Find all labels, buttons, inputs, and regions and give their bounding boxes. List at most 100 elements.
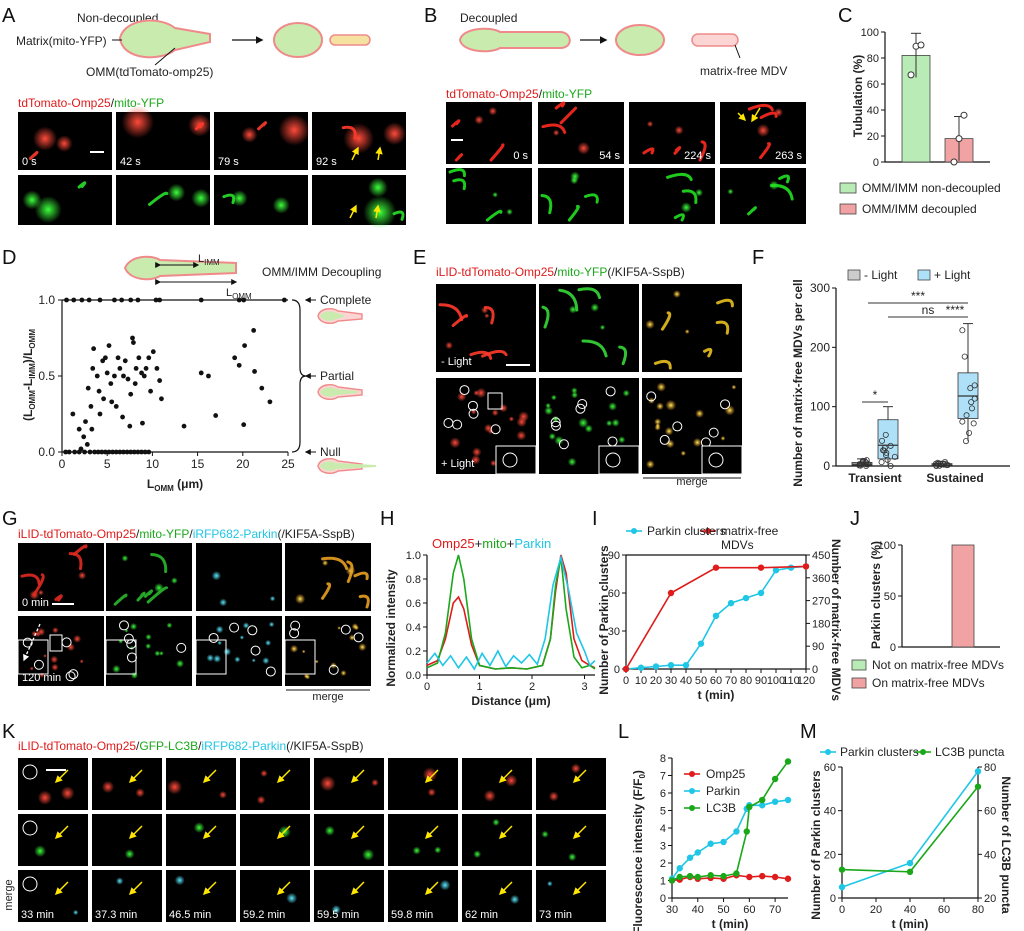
arrow-indicator-icon <box>54 769 69 784</box>
data-point <box>140 420 145 426</box>
x-tick-label: 25 <box>281 457 295 471</box>
legend-label: OMM/IMM non-decoupled <box>862 181 1001 195</box>
fluorescent-puncta <box>724 405 735 416</box>
data-point <box>82 449 87 455</box>
y-tick-label: 0 <box>660 893 666 905</box>
data-point <box>941 458 948 465</box>
mdv-circle-marker <box>672 421 683 432</box>
panel-g: G iLID-tdTomato-Omp25/mito-YFP/iRFP682-P… <box>2 508 371 703</box>
data-point <box>89 426 95 432</box>
mitochondrion-tubule <box>451 119 461 128</box>
fluorescent-puncta <box>439 879 451 891</box>
micrograph-tile <box>388 758 458 810</box>
inset-frame <box>495 445 537 475</box>
data-point <box>707 872 714 879</box>
mitochondrion-tubule <box>454 153 464 162</box>
legend-label: - Light <box>864 268 898 282</box>
micrograph-tile <box>446 168 532 224</box>
y-tick-label: 100 <box>810 400 830 414</box>
micrograph-tile <box>92 758 162 810</box>
data-point <box>76 426 82 432</box>
fluorescent-puncta <box>492 191 498 198</box>
arrow-indicator-icon <box>737 112 747 122</box>
significance-label: * <box>873 388 878 402</box>
data-point <box>101 396 106 402</box>
mitochondrion-tubule <box>469 350 493 360</box>
mito-schematic-before <box>118 19 211 59</box>
arrow-indicator-icon <box>349 204 357 219</box>
data-point <box>771 798 779 805</box>
fluorescent-puncta <box>73 634 82 643</box>
micrograph-background <box>720 168 806 224</box>
timestamp: 0 s <box>513 150 528 162</box>
data-point <box>76 449 82 455</box>
micrograph-tile <box>720 168 806 224</box>
light-on-label: + Light <box>441 458 474 470</box>
micrograph-background <box>240 814 310 866</box>
data-point <box>121 449 126 455</box>
data-point <box>121 373 126 379</box>
legend-label: Parkin clusters <box>647 524 726 538</box>
data-point <box>136 355 142 361</box>
fluorescent-puncta <box>79 659 84 664</box>
data-point <box>887 442 894 449</box>
micrograph-background <box>18 814 88 866</box>
micrograph-background <box>536 758 606 810</box>
y-tick-label: 0.5 <box>38 369 55 383</box>
mitochondrion-tubule <box>559 106 578 125</box>
panel-b-label: B <box>424 5 437 27</box>
arrow-indicator-icon <box>202 881 217 896</box>
fluorescent-puncta <box>554 435 564 446</box>
mdv-circle-marker <box>250 645 261 656</box>
arrow-indicator-icon <box>373 204 381 219</box>
data-point <box>86 297 92 303</box>
y-tick-label: 0.4 <box>406 622 421 634</box>
data-point <box>242 343 248 348</box>
fluorescent-puncta <box>158 650 164 656</box>
fluorescent-puncta <box>488 106 498 116</box>
fluorescent-puncta <box>590 303 600 312</box>
data-point <box>146 449 152 455</box>
micrograph-tile <box>196 543 282 611</box>
x-category-label: Sustained <box>926 471 983 485</box>
data-point <box>128 391 134 397</box>
legend-swatch <box>847 269 861 281</box>
mdv-circle-marker <box>575 403 586 414</box>
panel-j: J Parkin clusters (%) 0 50 100 Not on matri… <box>850 508 1004 690</box>
data-point <box>746 873 753 881</box>
mdv-circle-marker <box>328 664 339 675</box>
legend-swatch <box>839 203 857 215</box>
data-point <box>63 449 69 455</box>
data-point <box>128 449 134 455</box>
data-point <box>863 457 870 464</box>
data-point <box>241 422 247 428</box>
arrow-indicator-icon <box>572 881 587 896</box>
mdv-circle-marker <box>659 434 670 445</box>
line-profile-arrow-icon <box>23 623 41 662</box>
mdv-circle-marker <box>452 419 463 430</box>
panel-a-schematic-omm: OMM(tdTomato-omp25) <box>86 65 213 79</box>
mitochondrion-tubule <box>618 345 628 366</box>
data-point <box>79 297 85 303</box>
data-point <box>694 873 701 881</box>
panel-m-ylabel: Number of Parkin clusters <box>809 770 823 920</box>
category-label: Complete <box>320 293 372 307</box>
micrograph-tile <box>314 814 384 866</box>
data-point <box>124 449 130 455</box>
micrograph-background <box>92 814 162 866</box>
y-axis-label-part: OMM <box>28 329 37 349</box>
mitochondrion-tubule <box>698 140 707 162</box>
fluorescent-puncta <box>358 642 367 652</box>
fluorescent-puncta <box>412 846 421 855</box>
y-tick-label: 3 <box>660 841 666 853</box>
data-point <box>742 594 750 602</box>
data-point <box>961 353 968 360</box>
micrograph-tile <box>92 814 162 866</box>
mitochondrion-tubule <box>541 123 567 134</box>
fluorescent-puncta <box>570 763 581 774</box>
micrograph-background <box>436 284 536 372</box>
micrograph-tile <box>536 870 606 922</box>
y-tick-label: 1.0 <box>38 293 55 307</box>
arrow-indicator-icon <box>276 769 291 784</box>
data-point <box>906 859 914 867</box>
